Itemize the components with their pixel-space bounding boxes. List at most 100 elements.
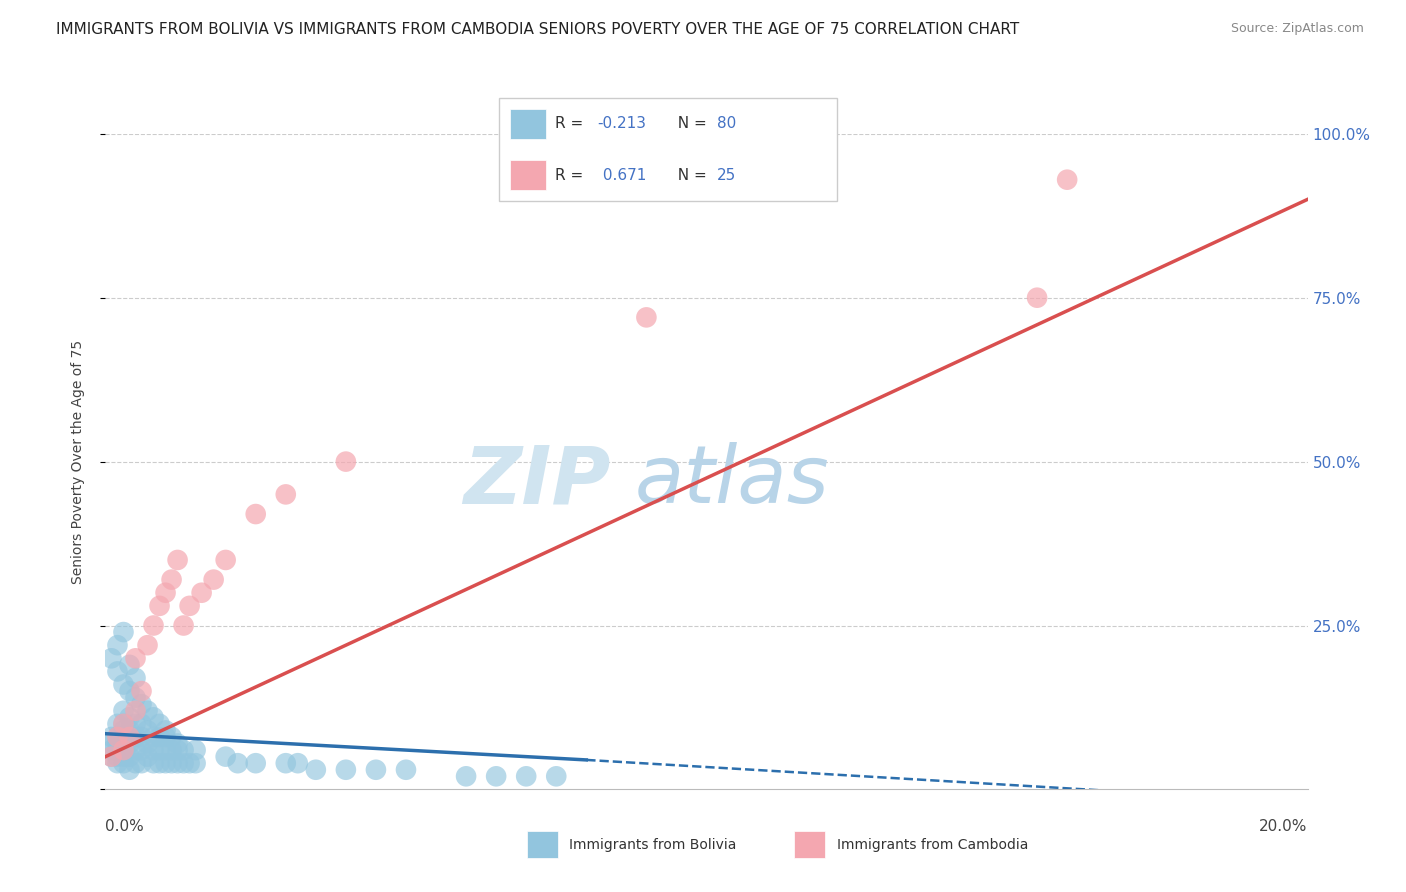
Point [214, 553, 236, 567]
Point [107, 737, 129, 751]
Text: R =: R = [555, 168, 589, 183]
Point [148, 730, 170, 744]
Point [131, 743, 153, 757]
Point [131, 730, 153, 744]
Point [184, 743, 207, 757]
Point [245, 756, 267, 771]
Point [112, 737, 135, 751]
Point [160, 730, 183, 744]
Point [155, 730, 177, 744]
Point [112, 749, 135, 764]
Point [142, 730, 165, 744]
Text: ZIP: ZIP [463, 442, 610, 520]
Point [124, 704, 146, 718]
Point [107, 730, 129, 744]
Point [131, 717, 153, 731]
Point [118, 710, 141, 724]
Point [142, 743, 165, 757]
Point [100, 651, 122, 665]
Point [1026, 291, 1049, 305]
Point [305, 763, 328, 777]
Point [1056, 172, 1078, 186]
Point [107, 743, 129, 757]
Point [160, 573, 183, 587]
Point [112, 723, 135, 738]
Point [173, 756, 195, 771]
Point [118, 730, 141, 744]
Point [118, 737, 141, 751]
Point [107, 638, 129, 652]
Point [112, 717, 135, 731]
Point [166, 553, 188, 567]
Point [287, 756, 309, 771]
Point [515, 769, 537, 783]
Point [100, 749, 122, 764]
Point [118, 684, 141, 698]
Point [112, 743, 135, 757]
Point [148, 756, 170, 771]
Text: Source: ZipAtlas.com: Source: ZipAtlas.com [1230, 22, 1364, 36]
Point [160, 743, 183, 757]
Point [107, 749, 129, 764]
Point [364, 763, 387, 777]
Point [142, 710, 165, 724]
Point [131, 756, 153, 771]
Point [100, 737, 122, 751]
Point [173, 618, 195, 632]
Point [184, 756, 207, 771]
Point [100, 730, 122, 744]
Point [395, 763, 418, 777]
Point [100, 749, 122, 764]
Text: -0.213: -0.213 [598, 116, 647, 131]
Text: 0.671: 0.671 [598, 168, 645, 183]
Point [179, 756, 201, 771]
Point [112, 704, 135, 718]
Point [155, 723, 177, 738]
Point [142, 756, 165, 771]
Point [155, 743, 177, 757]
Point [546, 769, 568, 783]
Point [274, 756, 297, 771]
Text: 25: 25 [717, 168, 737, 183]
Point [112, 625, 135, 640]
Point [118, 657, 141, 672]
Point [107, 756, 129, 771]
Point [100, 743, 122, 757]
Point [124, 651, 146, 665]
Point [166, 743, 188, 757]
Text: Immigrants from Bolivia: Immigrants from Bolivia [569, 838, 737, 852]
Point [107, 717, 129, 731]
Point [160, 756, 183, 771]
Text: N =: N = [668, 116, 711, 131]
Text: 0.0%: 0.0% [105, 819, 145, 834]
Point [136, 723, 159, 738]
Point [166, 756, 188, 771]
Y-axis label: Seniors Poverty Over the Age of 75: Seniors Poverty Over the Age of 75 [70, 340, 84, 583]
Point [335, 455, 357, 469]
Point [124, 756, 146, 771]
Point [124, 717, 146, 731]
Point [124, 671, 146, 685]
Point [118, 749, 141, 764]
Point [190, 586, 212, 600]
Point [136, 638, 159, 652]
Point [155, 586, 177, 600]
Point [485, 769, 508, 783]
Text: R =: R = [555, 116, 589, 131]
Point [142, 618, 165, 632]
Point [131, 697, 153, 711]
Point [118, 763, 141, 777]
Point [107, 665, 129, 679]
Point [112, 717, 135, 731]
Point [148, 599, 170, 613]
Point [107, 730, 129, 744]
Point [136, 749, 159, 764]
Text: IMMIGRANTS FROM BOLIVIA VS IMMIGRANTS FROM CAMBODIA SENIORS POVERTY OVER THE AGE: IMMIGRANTS FROM BOLIVIA VS IMMIGRANTS FR… [56, 22, 1019, 37]
Point [173, 743, 195, 757]
Point [166, 737, 188, 751]
Point [636, 310, 658, 325]
Point [245, 507, 267, 521]
Point [148, 717, 170, 731]
Point [131, 684, 153, 698]
Point [124, 730, 146, 744]
